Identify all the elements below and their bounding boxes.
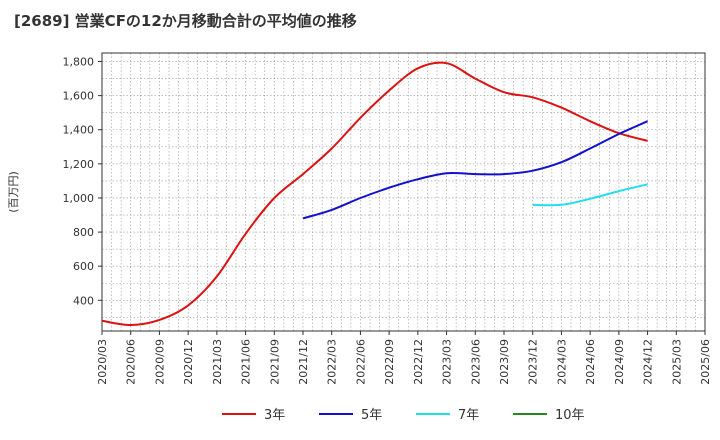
y-tick-label: 1,600 [63,90,95,103]
legend-label: 10年 [555,408,585,423]
y-tick-label: 400 [73,294,94,307]
y-tick-label: 1,200 [63,158,95,171]
chart-title: [2689] 営業CFの12か月移動合計の平均値の推移 [14,12,357,30]
axis-layer: 400 600 800 1,000 1,200 1,400 1,600 1,800 (百万円) 2… [7,52,712,385]
x-tick-label: 2023/09 [498,339,511,385]
series-line-5年 [302,120,649,220]
x-tick-label: 2024/09 [613,339,626,385]
x-tick-label: 2024/06 [584,339,597,385]
legend-label: 5年 [361,408,382,423]
x-tick-label: 2021/12 [297,339,310,385]
legend-layer: 3年 5年 7年 10年 [222,408,585,423]
x-tick-label: 2020/06 [125,339,138,385]
y-tick-label: 600 [73,260,94,273]
y-tick-label: 1,000 [63,192,95,205]
x-tick-label: 2021/06 [240,339,253,385]
x-tick-label: 2020/09 [153,339,166,385]
grid-layer [102,53,705,331]
y-tick-label: 1,400 [63,124,95,137]
x-tick-label: 2024/12 [642,339,655,385]
legend-label: 7年 [458,408,479,423]
plot-frame [101,52,706,332]
legend-label: 3年 [264,408,285,423]
y-tick-label: 1,800 [63,56,95,69]
y-axis-label: (百万円) [7,171,20,213]
x-tick-label: 2022/06 [354,339,367,385]
x-tick-label: 2021/03 [211,339,224,385]
x-tick-label: 2020/03 [96,339,109,385]
x-tick-label: 2022/12 [412,339,425,385]
x-tick-label: 2020/12 [182,339,195,385]
series-line-7年 [532,183,648,207]
x-tick-label: 2023/06 [469,339,482,385]
x-tick-label: 2022/03 [326,339,339,385]
x-tick-label: 2024/03 [555,339,568,385]
x-tick-label: 2025/03 [670,339,683,385]
x-tick-label: 2021/09 [268,339,281,385]
series-layer [101,61,649,327]
series-line-3年 [101,61,648,327]
x-tick-label: 2023/03 [441,339,454,385]
x-tick-label: 2022/09 [383,339,396,385]
x-tick-label: 2025/06 [699,339,712,385]
x-tick-label: 2023/12 [527,339,540,385]
y-tick-label: 800 [73,226,94,239]
